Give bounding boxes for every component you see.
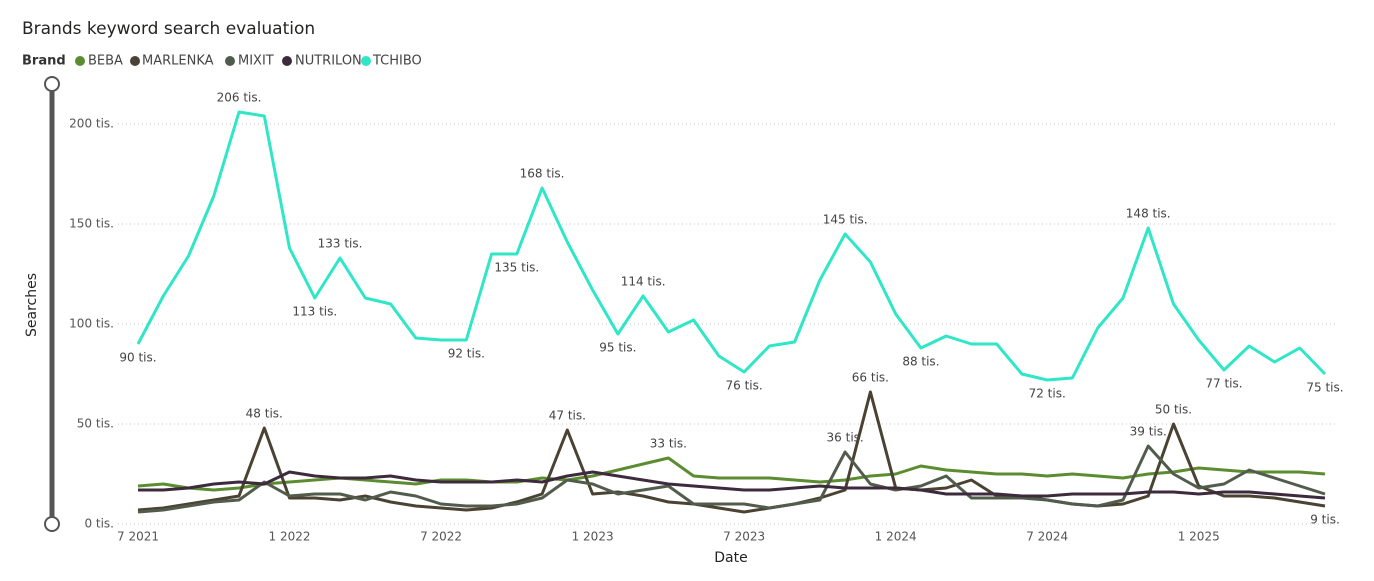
y-tick-label: 100 tis. (69, 317, 114, 331)
legend-label: TCHIBO (372, 54, 422, 69)
series-line (136, 110, 1327, 382)
legend-label: MIXIT (238, 54, 274, 69)
data-label: 76 tis. (726, 379, 763, 393)
legend-marker (225, 56, 235, 66)
data-label: 88 tis. (902, 355, 939, 369)
x-tick-label: 7 2023 (723, 530, 765, 544)
series-line (137, 390, 1326, 514)
y-tick-label: 150 tis. (69, 217, 114, 231)
data-label: 114 tis. (621, 275, 666, 289)
data-label: 95 tis. (599, 341, 636, 355)
data-label: 145 tis. (823, 213, 868, 227)
data-label: 36 tis. (827, 431, 864, 445)
data-label: 77 tis. (1205, 377, 1242, 391)
slider-handle[interactable] (44, 76, 60, 92)
data-label: 90 tis. (119, 351, 156, 365)
data-label: 66 tis. (852, 371, 889, 385)
data-label: 47 tis. (549, 409, 586, 423)
legend-label: BEBA (88, 54, 123, 69)
data-label: 148 tis. (1126, 207, 1171, 221)
y-tick-label: 0 tis. (84, 517, 114, 531)
x-axis-title: Date (714, 550, 747, 566)
legend-label: MARLENKA (142, 54, 214, 69)
data-label: 9 tis. (1310, 513, 1340, 527)
data-label: 75 tis. (1306, 381, 1343, 395)
chart-title: Brands keyword search evaluation (22, 19, 315, 39)
data-label: 33 tis. (650, 437, 687, 451)
series-line (137, 444, 1326, 514)
data-label: 50 tis. (1155, 403, 1192, 417)
x-tick-label: 7 2021 (117, 530, 159, 544)
data-label: 48 tis. (246, 407, 283, 421)
slider-handle[interactable] (44, 516, 60, 532)
legend-marker (361, 56, 371, 66)
y-tick-label: 200 tis. (69, 117, 114, 131)
legend-title: Brand (22, 54, 66, 69)
x-tick-label: 1 2025 (1178, 530, 1220, 544)
y-axis-title: Searches (24, 273, 40, 337)
data-label: 113 tis. (292, 305, 337, 319)
y-tick-label: 50 tis. (77, 417, 114, 431)
data-label: 39 tis. (1130, 425, 1167, 439)
x-tick-label: 1 2023 (572, 530, 614, 544)
legend-marker (75, 56, 85, 66)
data-label: 168 tis. (520, 167, 565, 181)
series-line (137, 456, 1326, 492)
x-tick-label: 7 2022 (420, 530, 462, 544)
x-tick-label: 1 2022 (269, 530, 311, 544)
legend-marker (282, 56, 292, 66)
data-label: 72 tis. (1029, 387, 1066, 401)
data-label: 133 tis. (318, 237, 363, 251)
x-tick-label: 7 2024 (1026, 530, 1068, 544)
data-label: 135 tis. (494, 261, 539, 275)
x-tick-label: 1 2024 (875, 530, 917, 544)
data-label: 206 tis. (217, 91, 262, 105)
data-label: 92 tis. (448, 347, 485, 361)
series-line (138, 470, 1326, 500)
legend-marker (130, 56, 140, 66)
legend-label: NUTRILON (295, 54, 362, 69)
